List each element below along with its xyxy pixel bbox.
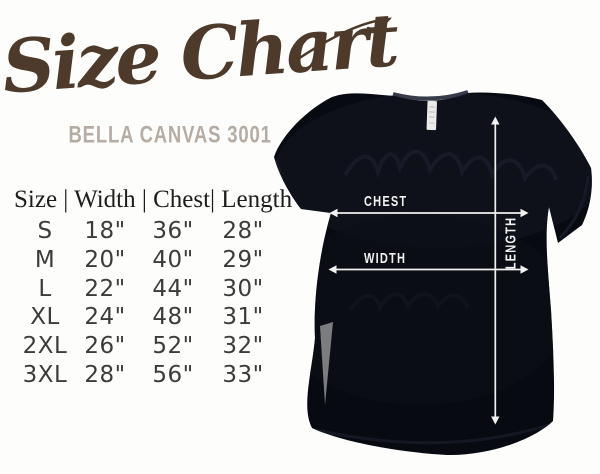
side-fold-highlight xyxy=(320,322,333,405)
cell-width: 20" xyxy=(84,247,126,274)
size-table-header: Size | Width | Chest| Length xyxy=(14,186,293,213)
cell-chest: 56" xyxy=(152,361,194,388)
table-row: 3XL 28" 56" 33" xyxy=(18,360,278,389)
cell-length: 33" xyxy=(222,361,264,388)
cell-width: 28" xyxy=(84,361,126,388)
cell-size: 2XL xyxy=(22,333,68,360)
size-table: S 18" 36" 28" M 20" 40" 29" L 22" 44" 30… xyxy=(18,217,278,389)
cell-chest: 36" xyxy=(152,218,194,245)
table-row: S 18" 36" 28" xyxy=(18,217,278,246)
cell-size: 3XL xyxy=(22,361,68,388)
cell-width: 26" xyxy=(84,333,126,360)
table-row: L 22" 44" 30" xyxy=(18,274,278,303)
cell-width: 24" xyxy=(84,304,126,331)
title-swash xyxy=(290,17,392,65)
chest-label: CHEST xyxy=(364,193,407,210)
cell-chest: 48" xyxy=(152,304,194,331)
length-arrow xyxy=(491,116,500,425)
cell-size: M xyxy=(34,247,56,274)
chest-arrow xyxy=(329,208,529,218)
cell-chest: 52" xyxy=(152,333,194,360)
cell-length: 28" xyxy=(222,218,264,245)
table-row: 2XL 26" 52" 32" xyxy=(18,332,278,361)
cell-length: 31" xyxy=(222,304,264,331)
cell-length: 29" xyxy=(222,247,264,274)
cell-size: L xyxy=(38,275,52,302)
cell-length: 32" xyxy=(222,333,264,360)
width-arrow xyxy=(328,265,529,274)
neck-tag xyxy=(426,100,437,131)
length-label: LENGTH xyxy=(502,217,519,270)
cell-width: 22" xyxy=(84,275,126,302)
cell-chest: 40" xyxy=(152,247,194,274)
table-row: XL 24" 48" 31" xyxy=(18,303,278,332)
cell-width: 18" xyxy=(84,218,126,245)
hem-fold-line xyxy=(315,422,553,445)
table-row: M 20" 40" 29" xyxy=(18,246,278,275)
cell-length: 30" xyxy=(222,275,264,302)
cell-size: XL xyxy=(30,304,60,331)
width-label: WIDTH xyxy=(364,250,406,267)
collar-seam xyxy=(392,90,469,101)
watermark-squiggle xyxy=(343,149,558,183)
cell-chest: 44" xyxy=(152,275,194,302)
right-cuff-seam xyxy=(558,175,590,240)
cell-size: S xyxy=(37,218,53,245)
watermark-squiggle xyxy=(348,292,470,313)
subtitle: BELLA CANVAS 3001 xyxy=(68,121,272,148)
